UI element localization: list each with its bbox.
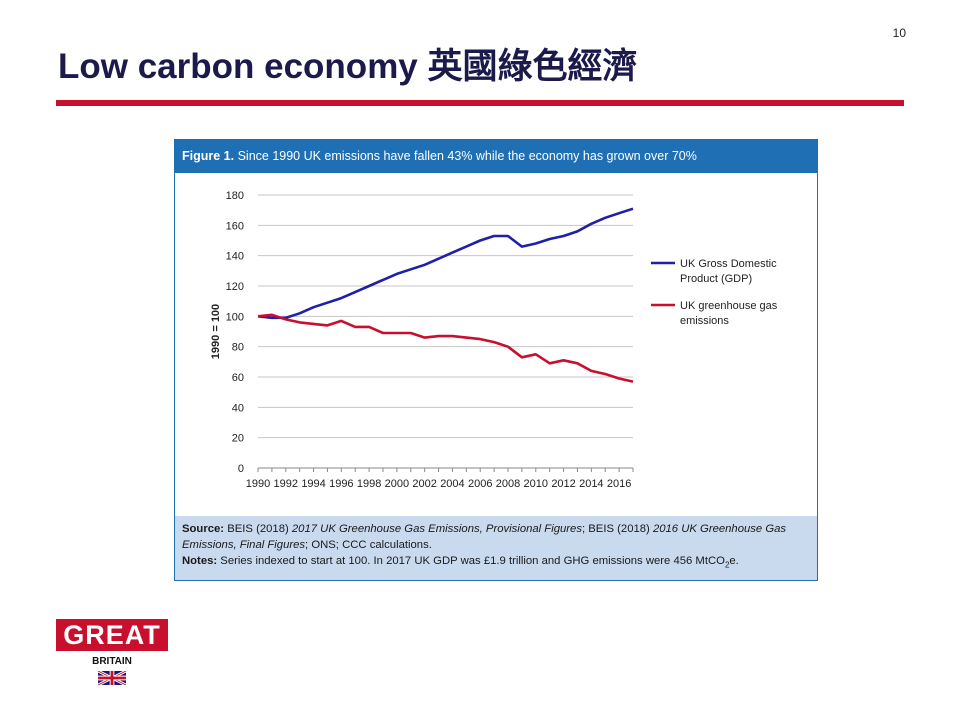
figure-heading: Since 1990 UK emissions have fallen 43% … — [237, 149, 697, 163]
logo-great-text: GREAT — [56, 619, 168, 651]
x-tick-label: 2000 — [385, 478, 409, 490]
line-chart: 0 20 40 60 80 100 120 140 160 180 1990 1992 1994 1996… — [210, 190, 778, 490]
y-tick-label: 140 — [226, 251, 244, 263]
figure-header: Figure 1. Since 1990 UK emissions have f… — [175, 140, 817, 173]
great-britain-logo: GREAT BRITAIN — [56, 619, 168, 685]
x-tick-label: 1994 — [301, 478, 325, 490]
figure-footer: Source: BEIS (2018) 2017 UK Greenhouse G… — [175, 516, 817, 580]
x-tick-label: 2004 — [440, 478, 464, 490]
notes-line: Notes: Series indexed to start at 100. I… — [182, 553, 810, 573]
x-tick-label: 1998 — [357, 478, 381, 490]
y-tick-label: 20 — [232, 433, 244, 445]
x-tick-label: 1992 — [274, 478, 298, 490]
y-tick-label: 100 — [226, 311, 244, 323]
y-axis-title: 1990 = 100 — [210, 304, 222, 359]
y-tick-label: 120 — [226, 281, 244, 293]
ghg-series-line — [257, 313, 634, 383]
gdp-series-line — [257, 207, 634, 320]
y-tick-label: 0 — [238, 463, 244, 475]
x-tick-label: 2016 — [607, 478, 631, 490]
logo-britain-text: BRITAIN — [92, 656, 132, 667]
source-label: Source: — [182, 523, 225, 535]
y-tick-label: 60 — [232, 372, 244, 384]
title-divider — [56, 100, 904, 106]
source-text-4: 2016 UK Greenhouse Gas — [652, 523, 787, 535]
source-text-6: ; ONS; CCC calculations. — [305, 539, 432, 551]
union-flag-icon — [97, 671, 127, 685]
legend-label: Product (GDP) — [680, 273, 752, 285]
page-title: Low carbon economy 英國綠色經濟 — [58, 47, 638, 86]
figure-panel: Figure 1. Since 1990 UK emissions have f… — [174, 139, 818, 581]
y-tick-label: 80 — [232, 342, 244, 354]
source-text-5: Emissions, Final Figures — [182, 539, 306, 551]
x-tick-label: 2008 — [496, 478, 520, 490]
x-tick-label: 2006 — [468, 478, 492, 490]
figure-label: Figure 1. — [182, 149, 235, 163]
page-number: 10 — [892, 26, 906, 40]
legend-label: UK greenhouse gas — [680, 300, 778, 312]
source-text-1: BEIS (2018) — [227, 523, 292, 535]
x-tick-label: 2014 — [579, 478, 603, 490]
y-tick-label: 180 — [226, 190, 244, 202]
x-tick-label: 2010 — [524, 478, 548, 490]
x-tick-label: 2012 — [551, 478, 575, 490]
legend-label: UK Gross Domestic — [680, 258, 777, 270]
notes-text-b: e. — [729, 555, 739, 567]
notes-subscript: 2 — [724, 560, 730, 570]
y-tick-label: 160 — [226, 220, 244, 232]
notes-label: Notes: — [182, 555, 218, 567]
y-tick-label: 40 — [232, 402, 244, 414]
x-tick-label: 1996 — [329, 478, 353, 490]
legend-label: emissions — [680, 315, 729, 327]
x-tick-label: 1990 — [246, 478, 270, 490]
notes-text-a: Series indexed to start at 100. In 2017 … — [220, 555, 725, 567]
source-text-3: ; BEIS (2018) — [581, 523, 653, 535]
x-tick-label: 2002 — [412, 478, 436, 490]
source-line-1: Source: BEIS (2018) 2017 UK Greenhouse G… — [182, 521, 810, 537]
source-line-2: Emissions, Final Figures; ONS; CCC calcu… — [182, 537, 810, 553]
source-text-2: 2017 UK Greenhouse Gas Emissions, Provis… — [291, 523, 582, 535]
